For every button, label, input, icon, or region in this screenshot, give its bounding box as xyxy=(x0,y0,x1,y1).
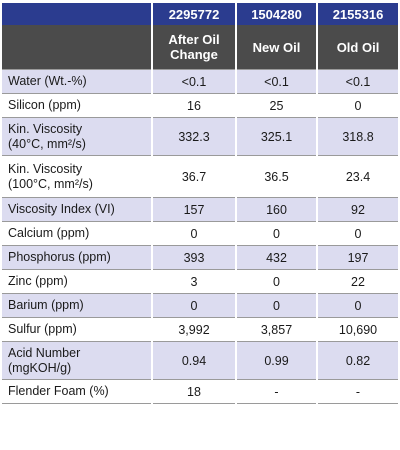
column-label-line2: Change xyxy=(170,47,218,62)
row-label: Kin. Viscosity (100°C, mm²/s) xyxy=(2,155,153,198)
value-cell: 25 xyxy=(236,93,318,118)
table-row: Barium (ppm) 0 0 0 xyxy=(2,293,398,318)
table-row: Viscosity Index (VI) 157 160 92 xyxy=(2,197,398,222)
sample-label-row: After Oil Change New Oil Old Oil xyxy=(2,25,398,70)
value-cell: 0.94 xyxy=(152,341,237,380)
value-cell: 0 xyxy=(236,269,318,294)
row-label: Sulfur (ppm) xyxy=(2,317,153,342)
value-cell: 18 xyxy=(152,379,237,404)
table-row: Kin. Viscosity (40°C, mm²/s) 332.3 325.1 318… xyxy=(2,117,398,156)
row-label-line1: Acid Number xyxy=(8,345,81,360)
value-cell: - xyxy=(236,379,318,404)
row-label-line2: (40°C, mm²/s) xyxy=(8,136,86,151)
row-label: Kin. Viscosity (40°C, mm²/s) xyxy=(2,117,153,156)
row-label-line1: Zinc (ppm) xyxy=(8,274,68,288)
row-label: Phosphorus (ppm) xyxy=(2,245,153,270)
row-label-line1: Barium (ppm) xyxy=(8,298,84,312)
value-cell: 332.3 xyxy=(152,117,237,156)
value-cell: 0 xyxy=(152,221,237,246)
row-label-line1: Sulfur (ppm) xyxy=(8,322,77,336)
table-row: Flender Foam (%) 18- - xyxy=(2,379,398,404)
value-cell: 3,857 xyxy=(236,317,318,342)
row-label: Barium (ppm) xyxy=(2,293,153,318)
table-body: Water (Wt.-%) <0.1 <0.1 <0.1 Silicon (ppm) 16… xyxy=(2,69,398,404)
value-cell: 157 xyxy=(152,197,237,222)
value-cell: 0 xyxy=(236,293,318,318)
value-cell: 197 xyxy=(317,245,398,270)
table-row: Kin. Viscosity (100°C, mm²/s) 36.7 36.5 23.4 xyxy=(2,155,398,198)
value-cell: 22 xyxy=(317,269,398,294)
row-label: Flender Foam (%) xyxy=(2,379,153,404)
row-label: Silicon (ppm) xyxy=(2,93,153,118)
value-cell: 36.7 xyxy=(152,155,237,198)
value-cell: 393 xyxy=(152,245,237,270)
row-label: Viscosity Index (VI) xyxy=(2,197,153,222)
value-cell: 92 xyxy=(317,197,398,222)
column-id-after-oil-change: 2295772 xyxy=(152,3,237,25)
value-cell: <0.1 xyxy=(236,69,318,94)
column-label-old-oil: Old Oil xyxy=(317,25,398,70)
value-cell: 3,992 xyxy=(152,317,237,342)
value-cell: 0.82 xyxy=(317,341,398,380)
row-label: Water (Wt.-%) xyxy=(2,69,153,94)
row-label-line1: Kin. Viscosity xyxy=(8,161,83,176)
value-cell: 3 xyxy=(152,269,237,294)
row-label-line1: Phosphorus (ppm) xyxy=(8,250,111,264)
oil-analysis-table: 2295772 1504280 2155316 After Oil Change… xyxy=(2,3,398,404)
value-cell: <0.1 xyxy=(317,69,398,94)
value-cell: 0 xyxy=(317,221,398,246)
row-label-line1: Viscosity Index (VI) xyxy=(8,202,115,216)
table-row: Acid Number (mgKOH/g) 0.94 0.99 0.82 xyxy=(2,341,398,380)
value-cell: 0 xyxy=(317,93,398,118)
value-cell: 36.5 xyxy=(236,155,318,198)
value-cell: 0 xyxy=(236,221,318,246)
value-cell: <0.1 xyxy=(152,69,237,94)
value-cell: 16 xyxy=(152,93,237,118)
value-cell: 23.4 xyxy=(317,155,398,198)
value-cell: 160 xyxy=(236,197,318,222)
corner-cell xyxy=(2,3,153,25)
row-label-line2: (mgKOH/g) xyxy=(8,360,72,375)
value-cell: - xyxy=(317,379,398,404)
table-row: Zinc (ppm) 3 0 22 xyxy=(2,269,398,294)
table-row: Silicon (ppm) 16 25 0 xyxy=(2,93,398,118)
column-id-old-oil: 2155316 xyxy=(317,3,398,25)
table-row: Sulfur (ppm) 3,992 3,857 10,690 xyxy=(2,317,398,342)
value-cell: 0 xyxy=(152,293,237,318)
row-label-line1: Flender Foam (%) xyxy=(8,384,109,398)
row-label: Calcium (ppm) xyxy=(2,221,153,246)
value-cell: 0 xyxy=(317,293,398,318)
column-id-new-oil: 1504280 xyxy=(236,3,318,25)
column-label-line1: After Oil xyxy=(168,32,220,47)
table-row: Calcium (ppm) 0 0 0 xyxy=(2,221,398,246)
column-label-after-oil-change: After Oil Change xyxy=(152,25,237,70)
value-cell: 325.1 xyxy=(236,117,318,156)
row-label-line2: (100°C, mm²/s) xyxy=(8,176,93,191)
value-cell: 0.99 xyxy=(236,341,318,380)
value-cell: 10,690 xyxy=(317,317,398,342)
row-label-line1: Water (Wt.-%) xyxy=(8,74,87,88)
sample-id-row: 2295772 1504280 2155316 xyxy=(2,3,398,25)
table-row: Water (Wt.-%) <0.1 <0.1 <0.1 xyxy=(2,69,398,94)
row-label-line1: Calcium (ppm) xyxy=(8,226,90,240)
row-label: Zinc (ppm) xyxy=(2,269,153,294)
row-label-line1: Silicon (ppm) xyxy=(8,98,81,112)
value-cell: 318.8 xyxy=(317,117,398,156)
value-cell: 432 xyxy=(236,245,318,270)
table-row: Phosphorus (ppm) 393 432 197 xyxy=(2,245,398,270)
row-label-line1: Kin. Viscosity xyxy=(8,121,83,136)
row-label: Acid Number (mgKOH/g) xyxy=(2,341,153,380)
column-label-new-oil: New Oil xyxy=(236,25,318,70)
corner-cell xyxy=(2,25,153,70)
